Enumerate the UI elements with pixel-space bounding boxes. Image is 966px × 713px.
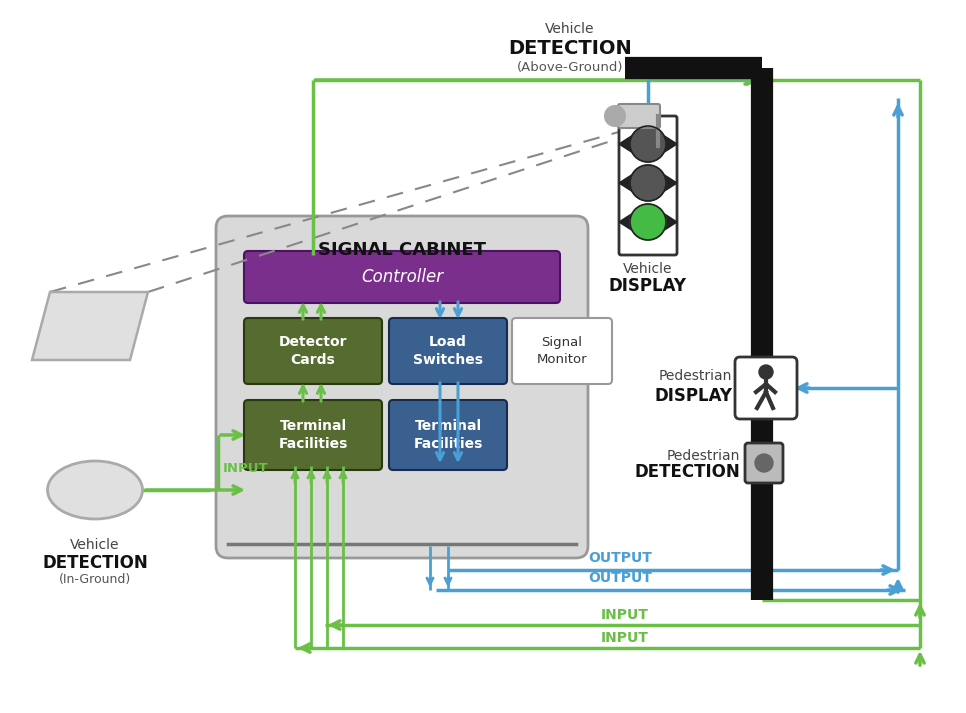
FancyBboxPatch shape <box>745 443 783 483</box>
Polygon shape <box>663 213 677 231</box>
Text: DISPLAY: DISPLAY <box>609 277 687 295</box>
Text: Pedestrian: Pedestrian <box>659 369 732 383</box>
FancyBboxPatch shape <box>216 216 588 558</box>
Text: Controller: Controller <box>361 268 443 286</box>
Text: DETECTION: DETECTION <box>635 463 740 481</box>
Text: Vehicle: Vehicle <box>623 262 672 276</box>
FancyBboxPatch shape <box>389 400 507 470</box>
Text: INPUT: INPUT <box>223 461 269 474</box>
FancyBboxPatch shape <box>244 251 560 303</box>
FancyBboxPatch shape <box>618 104 660 128</box>
Text: DISPLAY: DISPLAY <box>654 387 732 405</box>
Ellipse shape <box>47 461 143 519</box>
FancyBboxPatch shape <box>389 318 507 384</box>
Circle shape <box>630 165 666 201</box>
Text: DETECTION: DETECTION <box>43 554 148 572</box>
FancyBboxPatch shape <box>244 400 382 470</box>
Polygon shape <box>619 213 633 231</box>
Text: INPUT: INPUT <box>601 608 649 622</box>
Circle shape <box>630 126 666 162</box>
Text: Terminal
Facilities: Terminal Facilities <box>413 419 483 451</box>
FancyBboxPatch shape <box>735 357 797 419</box>
Circle shape <box>755 454 773 472</box>
Text: OUTPUT: OUTPUT <box>588 551 652 565</box>
Circle shape <box>759 365 773 379</box>
Text: SIGNAL CABINET: SIGNAL CABINET <box>318 241 486 259</box>
Polygon shape <box>663 135 677 153</box>
Text: Pedestrian: Pedestrian <box>667 449 740 463</box>
Polygon shape <box>619 135 633 153</box>
Polygon shape <box>619 174 633 192</box>
Text: Terminal
Facilities: Terminal Facilities <box>278 419 348 451</box>
Text: Detector
Cards: Detector Cards <box>279 335 347 367</box>
FancyBboxPatch shape <box>244 318 382 384</box>
Text: Load
Switches: Load Switches <box>413 335 483 367</box>
Text: Signal
Monitor: Signal Monitor <box>537 336 587 366</box>
Text: Vehicle: Vehicle <box>71 538 120 552</box>
Circle shape <box>605 106 625 126</box>
Polygon shape <box>663 174 677 192</box>
Circle shape <box>630 204 666 240</box>
Text: (In-Ground): (In-Ground) <box>59 573 131 585</box>
Polygon shape <box>32 292 148 360</box>
Text: Vehicle: Vehicle <box>545 22 595 36</box>
Text: DETECTION: DETECTION <box>508 39 632 58</box>
FancyBboxPatch shape <box>512 318 612 384</box>
Text: (Above-Ground): (Above-Ground) <box>517 61 623 73</box>
Text: OUTPUT: OUTPUT <box>588 571 652 585</box>
FancyBboxPatch shape <box>619 116 677 255</box>
Text: INPUT: INPUT <box>601 631 649 645</box>
